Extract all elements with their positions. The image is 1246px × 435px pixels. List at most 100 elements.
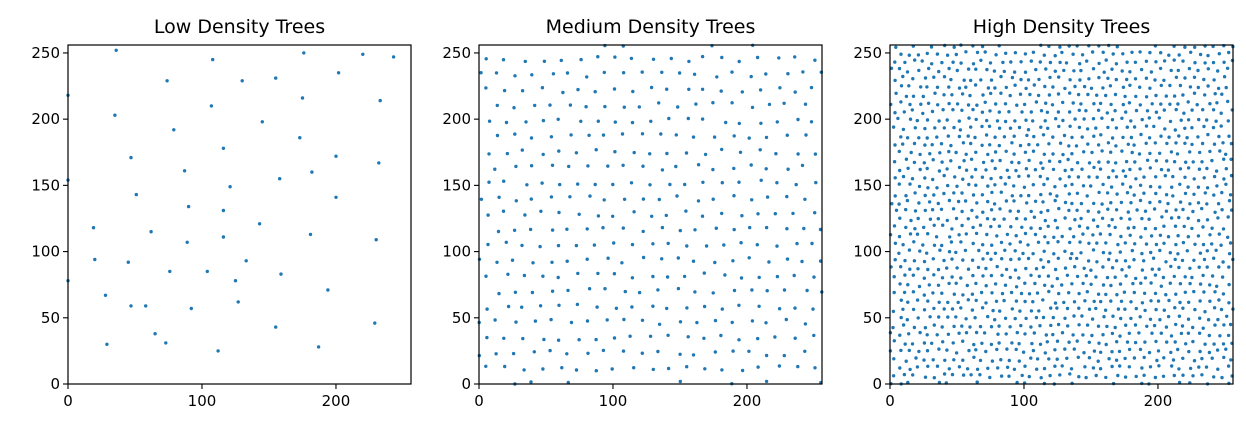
data-point [923,375,928,379]
data-point [1125,340,1130,344]
data-point [486,242,490,247]
data-point [1216,317,1220,322]
data-point [732,194,736,198]
data-point [1157,116,1162,120]
data-point [930,109,935,114]
data-point [1091,248,1096,252]
data-point [756,336,760,341]
data-point [902,110,906,114]
data-point [964,152,968,156]
data-point [1057,124,1061,129]
data-point [1214,169,1219,173]
data-point [984,168,988,172]
data-point [933,91,937,95]
data-point [1110,136,1115,140]
data-point [796,117,800,122]
data-point [1184,342,1188,346]
data-point [1010,141,1014,145]
data-point [1222,75,1227,79]
data-point [1013,268,1018,272]
data-point [1181,373,1185,377]
data-point [1039,109,1044,113]
data-point [595,305,599,309]
data-point [1129,300,1133,304]
data-point [579,119,583,124]
data-point [1188,366,1193,371]
data-point [1168,119,1173,124]
data-point [1099,350,1103,354]
data-point [1039,161,1043,165]
data-point [1116,242,1120,247]
data-point [377,161,381,165]
data-point [1013,119,1017,123]
data-point [1206,67,1211,71]
data-point [1120,268,1124,272]
data-point [1094,275,1098,279]
data-point [1153,78,1157,82]
data-point [932,243,937,247]
data-point [997,126,1002,130]
data-point [1191,325,1195,330]
data-point [678,352,682,356]
data-point [274,325,278,329]
data-point [1026,128,1031,132]
data-point [1154,339,1158,344]
data-point [700,214,705,218]
data-point [811,307,815,311]
data-point [1178,167,1183,171]
data-point [1113,225,1117,230]
data-point [764,353,769,358]
data-point [997,341,1001,345]
data-point [1116,373,1120,378]
data-point [936,283,941,287]
data-point [767,102,772,107]
data-point [931,291,935,295]
data-point [986,184,990,188]
data-point [971,193,976,197]
data-point [1082,117,1086,121]
data-point [957,119,961,123]
data-point [922,161,926,165]
data-point [1166,201,1170,206]
data-point [739,241,743,245]
data-point [971,225,975,230]
data-point [1121,52,1125,56]
data-point [1012,134,1016,138]
data-point [803,349,807,353]
data-point [1143,276,1148,280]
data-point [898,216,902,220]
data-point [989,208,994,212]
data-point [1180,258,1185,263]
data-point [1010,307,1014,311]
data-point [791,211,795,216]
data-point [1175,152,1180,156]
data-point [932,273,936,277]
data-point [279,272,283,276]
data-point [651,274,655,279]
data-point [1037,77,1041,82]
data-point [903,273,907,277]
data-point [1089,86,1094,91]
data-point [1115,340,1119,344]
data-point [144,304,148,308]
data-point [713,318,718,323]
data-point [1053,348,1057,352]
data-point [1067,144,1071,148]
data-point [1164,325,1169,329]
data-point [1026,256,1031,261]
data-point [813,58,817,62]
data-point [908,367,912,372]
data-point [209,104,214,108]
data-point [605,318,609,322]
data-point [907,332,911,336]
data-point [1046,241,1050,245]
data-point [326,288,330,292]
data-point [1026,78,1031,82]
data-point [1128,185,1133,189]
data-point [955,68,959,73]
data-point [1043,119,1047,123]
data-point [1063,168,1067,173]
data-point [1027,292,1032,296]
data-point [1148,184,1153,189]
data-point [1035,357,1040,361]
